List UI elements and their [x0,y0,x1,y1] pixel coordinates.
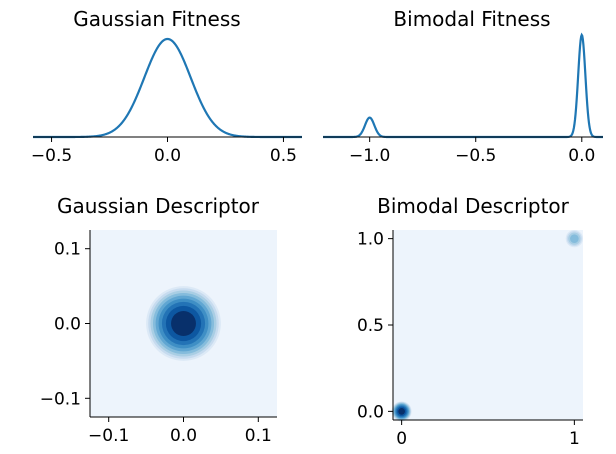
x-tick-label: 0 [396,429,407,449]
y-tick-label: 0.5 [357,316,384,336]
x-tick-label: 1 [569,429,580,449]
chart-title: Bimodal Descriptor [377,194,570,218]
x-tick-label: −1.0 [349,146,390,166]
contour-levels [391,229,584,422]
y-tick-label: 0.0 [54,315,81,335]
panel-gaussian-fitness: Gaussian Fitness −0.5 0.0 0.5 [31,7,302,166]
x-tick-label: 0.5 [270,146,297,166]
y-ticks: −0.1 0.0 0.1 [40,240,90,409]
x-ticks: −1.0 −0.5 0.0 [349,137,595,166]
x-ticks: −0.1 0.0 0.1 [88,417,272,446]
y-tick-label: 0.0 [357,402,384,422]
chart-title: Bimodal Fitness [393,7,550,31]
x-tick-label: 0.0 [170,426,197,446]
y-tick-label: 0.1 [54,240,81,260]
chart-title: Gaussian Fitness [73,7,240,31]
density-curve [33,37,302,139]
x-tick-label: −0.5 [31,146,72,166]
x-tick-label: 0.1 [245,426,272,446]
x-tick-label: 0.0 [154,146,181,166]
y-tick-label: −0.1 [40,389,81,409]
contour-level [570,234,579,243]
x-tick-label: −0.1 [88,426,129,446]
y-ticks: 0.0 0.5 1.0 [357,230,393,422]
y-tick-label: 1.0 [357,230,384,250]
chart-title: Gaussian Descriptor [57,194,260,218]
x-tick-label: 0.0 [568,146,595,166]
panel-gaussian-descriptor: Gaussian Descriptor −0.1 0.0 0.1 −0.1 0.0 0.… [40,194,277,446]
x-tick-label: −0.5 [455,146,496,166]
contour-level [398,408,405,415]
x-ticks: −0.5 0.0 0.5 [31,137,297,166]
contour-level [171,311,196,336]
density-curve [323,32,603,139]
contour-levels [146,286,221,361]
plot-background [393,230,583,420]
panel-bimodal-fitness: Bimodal Fitness −1.0 −0.5 0.0 [323,7,603,166]
